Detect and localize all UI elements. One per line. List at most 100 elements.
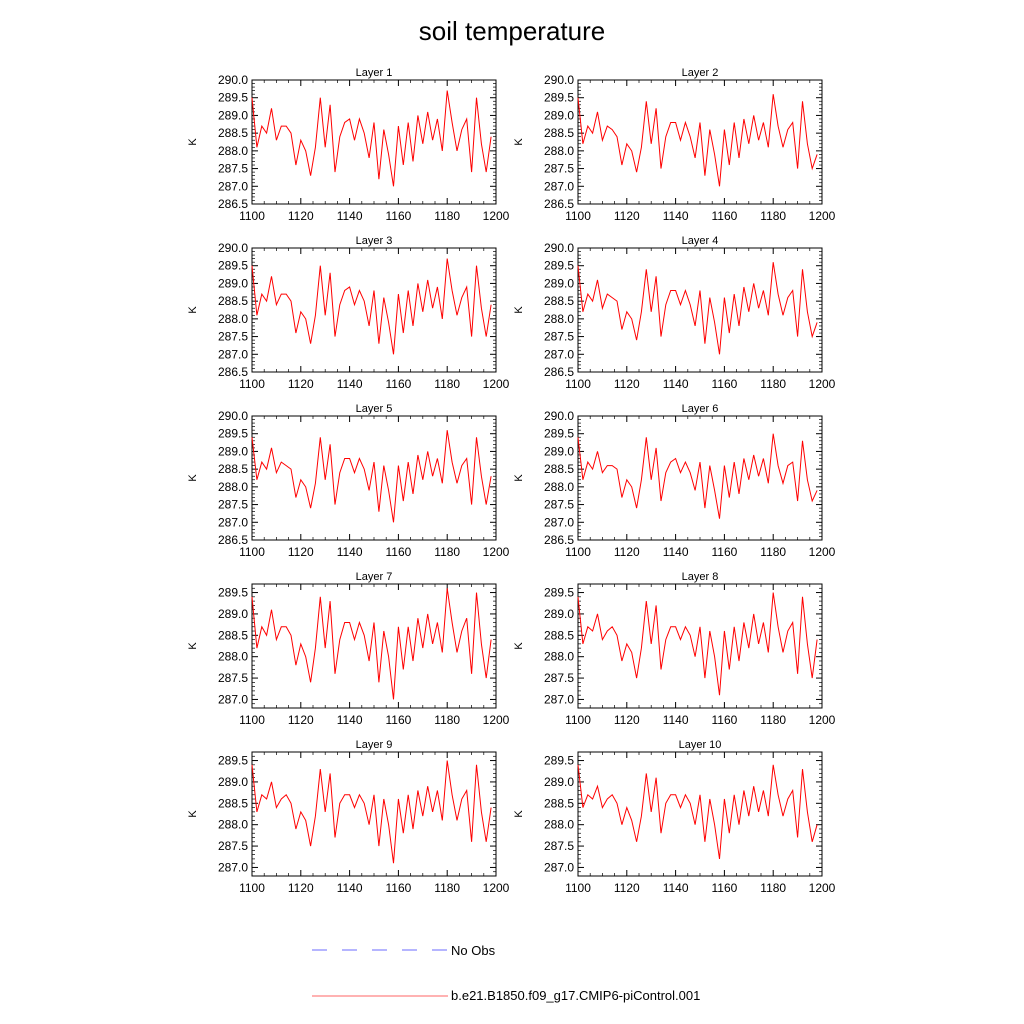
panel-layer-7: Layer 7 K 289.5 289.0 288.5 288.0 287.5 287.0 11… bbox=[187, 571, 510, 727]
panel-title: Layer 3 bbox=[356, 235, 393, 247]
x-tick-label: 1140 bbox=[337, 377, 363, 391]
panel-title: Layer 1 bbox=[356, 67, 393, 79]
y-tick-label: 289.5 bbox=[544, 91, 574, 105]
x-tick-label: 1160 bbox=[711, 881, 737, 895]
x-tick-label: 1140 bbox=[663, 377, 689, 391]
y-tick-label: 288.5 bbox=[218, 796, 248, 810]
panel-layer-4: Layer 4 K 290.0 289.5 289.0 288.5 288.0 287.5 28… bbox=[513, 235, 836, 391]
x-tick-label: 1140 bbox=[663, 713, 689, 727]
y-tick-label: 287.5 bbox=[218, 839, 248, 853]
y-tick-label: 287.5 bbox=[544, 671, 574, 685]
y-tick-label: 288.0 bbox=[218, 144, 248, 158]
y-tick-label: 288.0 bbox=[544, 312, 574, 326]
y-tick-label: 289.0 bbox=[544, 444, 574, 458]
y-tick-label: 288.0 bbox=[544, 480, 574, 494]
series-line bbox=[251, 588, 492, 700]
panel-title: Layer 10 bbox=[679, 739, 722, 751]
x-tick-label: 1180 bbox=[760, 881, 786, 895]
panel-layer-1: Layer 1 K 290.0 289.5 289.0 288.5 288.0 287.5 28… bbox=[187, 67, 510, 223]
y-tick-label: 289.0 bbox=[218, 108, 248, 122]
x-tick-label: 1140 bbox=[337, 881, 363, 895]
series-line bbox=[251, 90, 492, 187]
panel-title: Layer 6 bbox=[682, 403, 719, 415]
x-tick-label: 1200 bbox=[483, 545, 510, 559]
x-tick-label: 1200 bbox=[483, 377, 510, 391]
y-tick-label: 287.0 bbox=[218, 347, 248, 361]
x-tick-label: 1200 bbox=[809, 713, 836, 727]
plot-frame bbox=[251, 247, 497, 373]
x-tick-label: 1160 bbox=[711, 713, 737, 727]
y-axis-label: K bbox=[187, 306, 199, 314]
legend-no-obs-label: No Obs bbox=[451, 943, 496, 958]
y-tick-label: 288.5 bbox=[544, 462, 574, 476]
y-tick-label: 287.0 bbox=[218, 692, 248, 706]
plot-frame bbox=[577, 247, 823, 373]
plot-frame bbox=[251, 751, 497, 877]
x-tick-label: 1120 bbox=[288, 713, 314, 727]
plot-frame bbox=[577, 583, 823, 709]
x-tick-label: 1100 bbox=[239, 377, 265, 391]
y-tick-label: 288.0 bbox=[218, 818, 248, 832]
x-tick-label: 1180 bbox=[760, 545, 786, 559]
y-tick-label: 287.5 bbox=[218, 330, 248, 344]
y-tick-label: 287.5 bbox=[544, 330, 574, 344]
y-tick-label: 286.5 bbox=[218, 533, 248, 547]
y-tick-label: 289.5 bbox=[544, 259, 574, 273]
y-tick-label: 287.0 bbox=[218, 860, 248, 874]
y-tick-label: 289.0 bbox=[544, 276, 574, 290]
legend-model-label: b.e21.B1850.f09_g17.CMIP6-piControl.001 bbox=[451, 988, 700, 1003]
y-tick-label: 288.5 bbox=[218, 628, 248, 642]
y-tick-label: 287.5 bbox=[218, 162, 248, 176]
x-tick-label: 1100 bbox=[565, 881, 591, 895]
x-tick-label: 1200 bbox=[809, 881, 836, 895]
y-tick-label: 287.5 bbox=[544, 839, 574, 853]
series-line bbox=[577, 433, 818, 519]
x-tick-label: 1200 bbox=[809, 209, 836, 223]
y-tick-label: 288.5 bbox=[218, 294, 248, 308]
y-tick-label: 290.0 bbox=[544, 73, 574, 87]
y-tick-label: 287.0 bbox=[544, 515, 574, 529]
panel-title: Layer 4 bbox=[682, 235, 719, 247]
x-tick-label: 1140 bbox=[663, 545, 689, 559]
panel-layer-9: Layer 9 K 289.5 289.0 288.5 288.0 287.5 287.0 11… bbox=[187, 739, 510, 895]
y-tick-label: 287.5 bbox=[544, 162, 574, 176]
y-tick-label: 289.0 bbox=[218, 775, 248, 789]
y-tick-label: 286.5 bbox=[544, 533, 574, 547]
y-tick-label: 289.0 bbox=[218, 276, 248, 290]
y-tick-label: 289.5 bbox=[218, 427, 248, 441]
plot-frame bbox=[251, 583, 497, 709]
y-tick-label: 288.0 bbox=[544, 650, 574, 664]
y-tick-label: 289.0 bbox=[544, 775, 574, 789]
x-tick-label: 1140 bbox=[337, 209, 363, 223]
y-axis-label: K bbox=[513, 306, 525, 314]
y-tick-label: 290.0 bbox=[544, 409, 574, 423]
x-tick-label: 1100 bbox=[239, 881, 265, 895]
y-axis-label: K bbox=[187, 138, 199, 146]
panels-group: Layer 1 K 290.0 289.5 289.0 288.5 288.0 287.5 28… bbox=[187, 67, 836, 895]
y-tick-label: 286.5 bbox=[544, 365, 574, 379]
y-tick-label: 289.0 bbox=[218, 444, 248, 458]
y-tick-label: 288.0 bbox=[544, 818, 574, 832]
y-axis-label: K bbox=[187, 474, 199, 482]
x-tick-label: 1160 bbox=[385, 881, 411, 895]
x-tick-label: 1200 bbox=[483, 881, 510, 895]
y-tick-label: 289.5 bbox=[218, 754, 248, 768]
panel-layer-10: Layer 10 K 289.5 289.0 288.5 288.0 287.5 287.0 1… bbox=[513, 739, 836, 895]
plot-frame bbox=[577, 415, 823, 541]
panel-layer-3: Layer 3 K 290.0 289.5 289.0 288.5 288.0 287.5 28… bbox=[187, 235, 510, 391]
y-tick-label: 290.0 bbox=[218, 73, 248, 87]
x-tick-label: 1160 bbox=[385, 209, 411, 223]
y-tick-label: 289.0 bbox=[218, 607, 248, 621]
x-tick-label: 1120 bbox=[614, 545, 640, 559]
y-tick-label: 289.5 bbox=[218, 259, 248, 273]
y-tick-label: 289.5 bbox=[218, 586, 248, 600]
x-tick-label: 1140 bbox=[337, 713, 363, 727]
y-tick-label: 287.0 bbox=[544, 692, 574, 706]
x-tick-label: 1100 bbox=[239, 209, 265, 223]
y-tick-label: 288.5 bbox=[218, 462, 248, 476]
y-tick-label: 289.0 bbox=[544, 108, 574, 122]
x-tick-label: 1100 bbox=[565, 545, 591, 559]
x-tick-label: 1160 bbox=[385, 545, 411, 559]
x-tick-label: 1140 bbox=[337, 545, 363, 559]
y-tick-label: 288.0 bbox=[218, 480, 248, 494]
